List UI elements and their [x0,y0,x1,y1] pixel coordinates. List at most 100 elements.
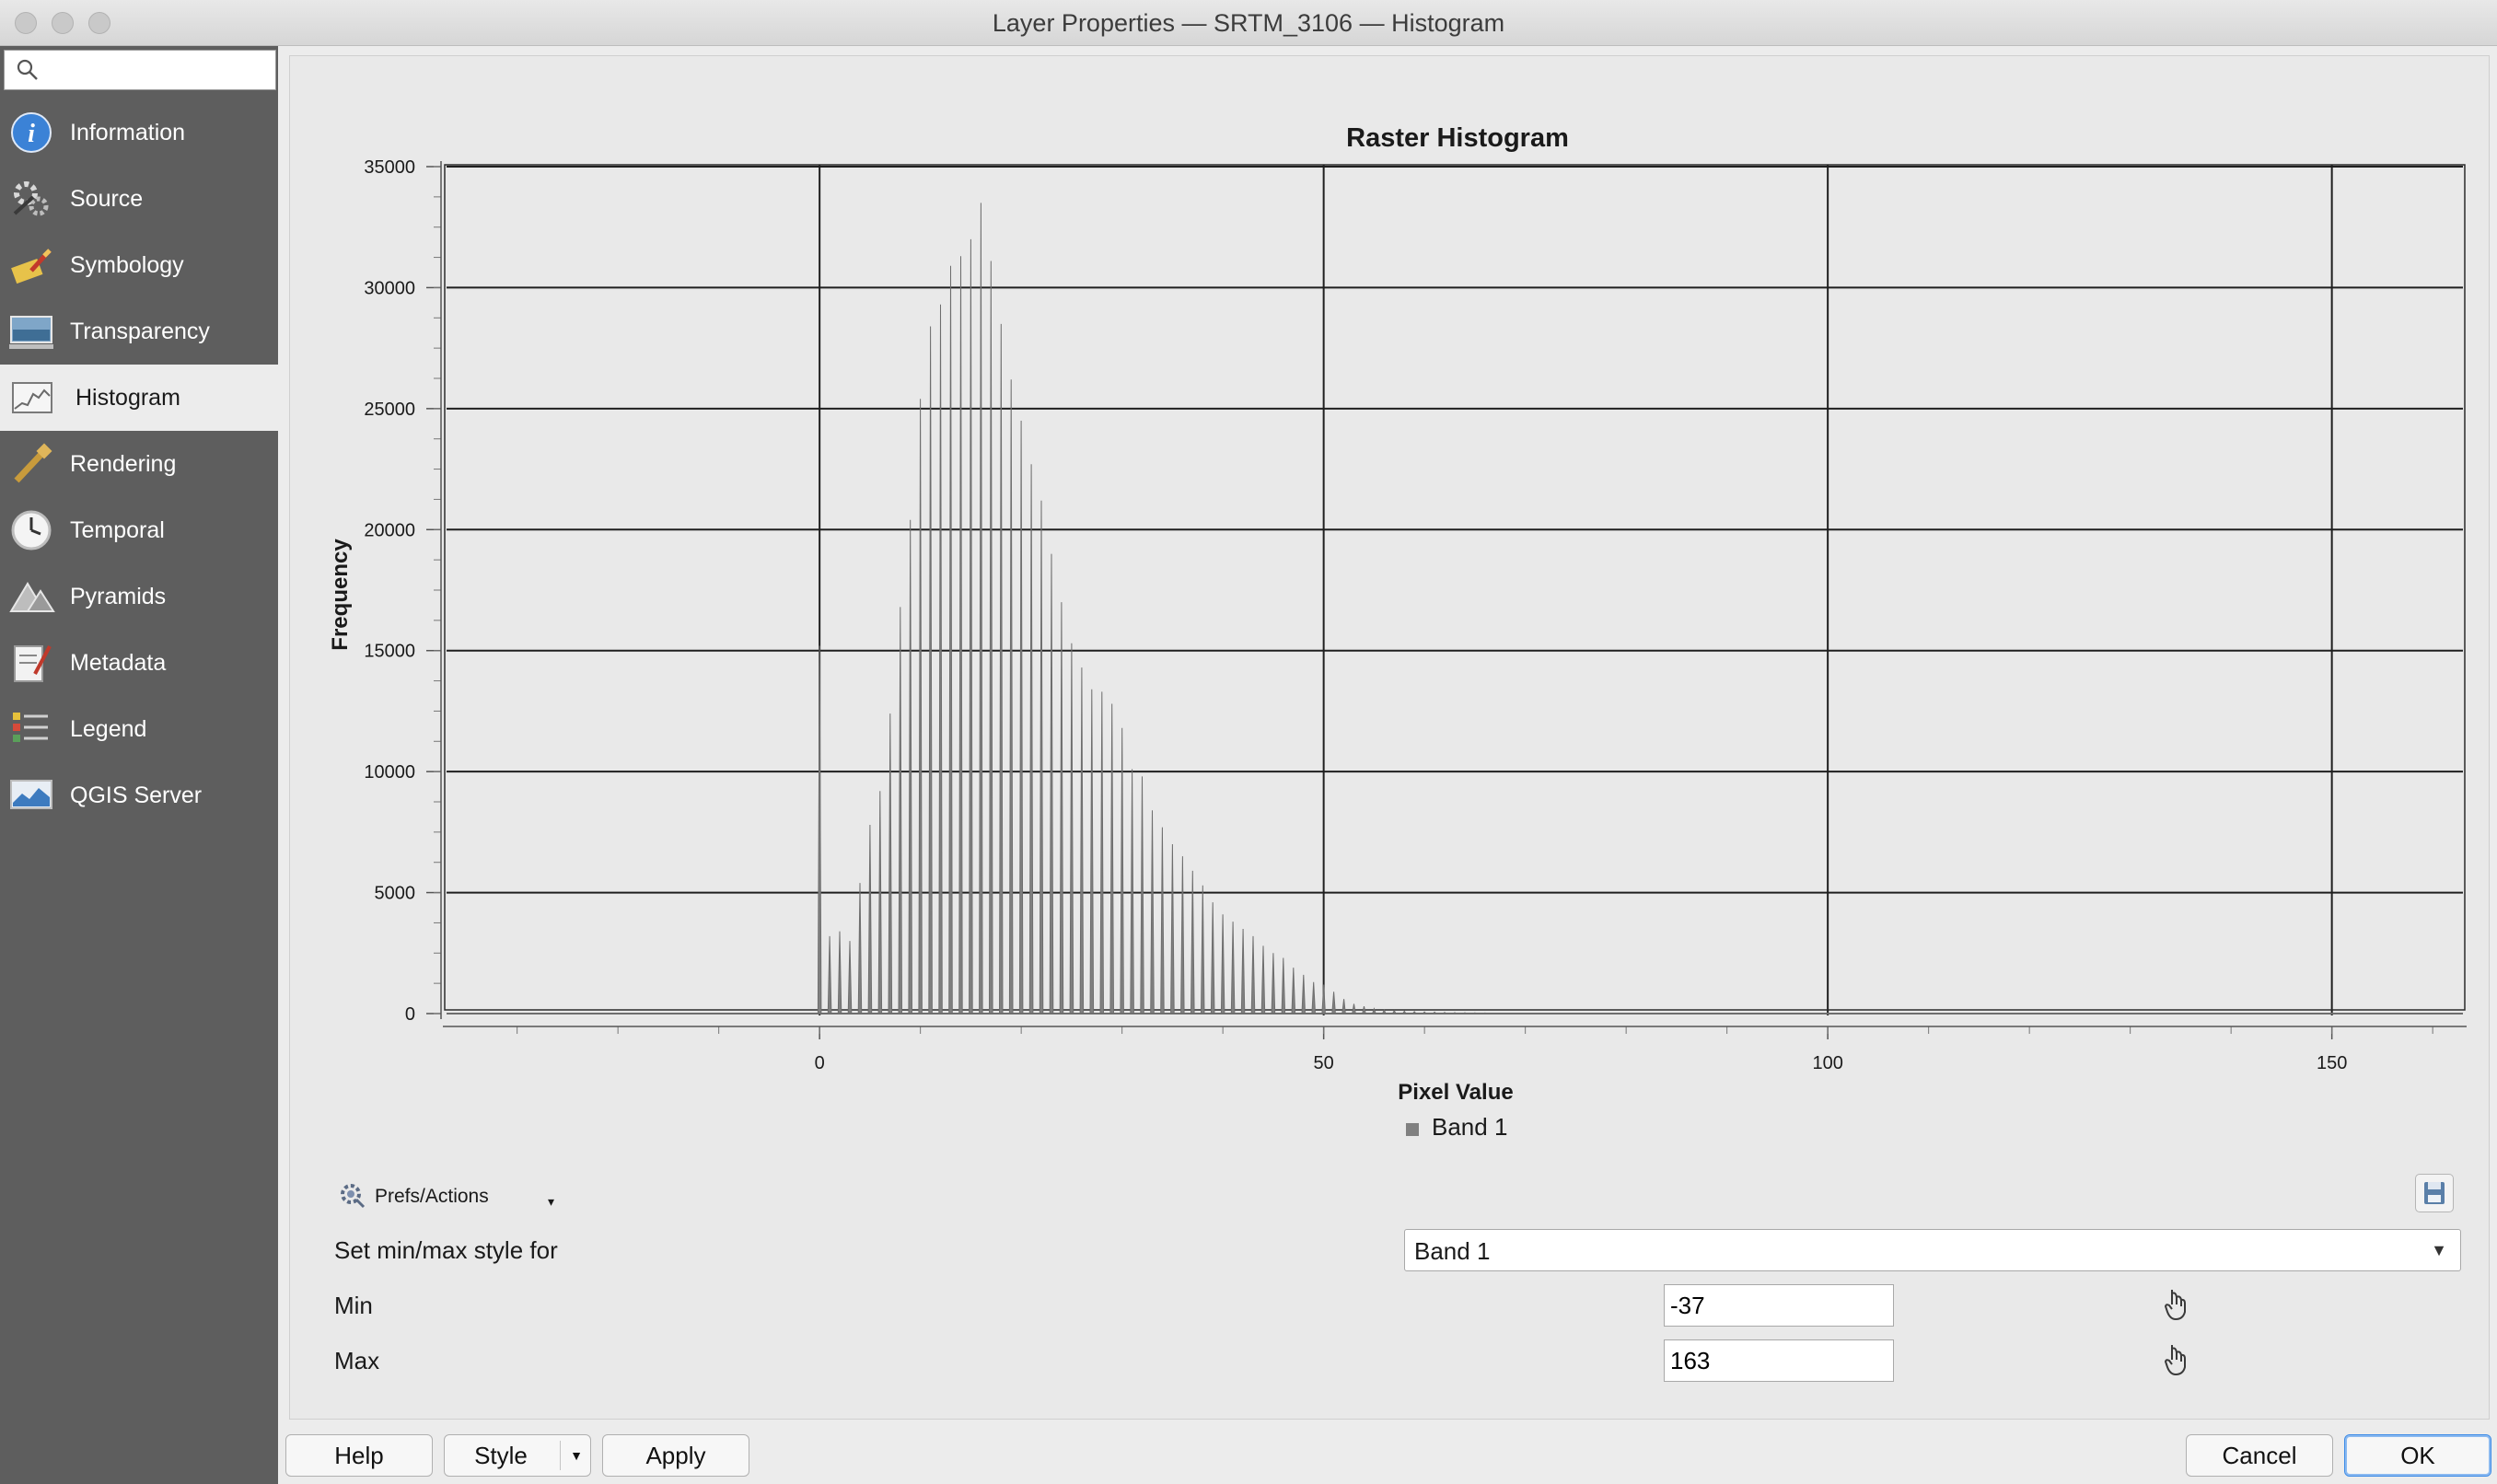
histogram-bar [1230,922,1236,1014]
sidebar-item-legend[interactable]: Legend [0,696,278,762]
sidebar-item-information[interactable]: i Information [0,99,278,166]
sidebar-item-histogram[interactable]: Histogram [0,365,278,431]
histogram-bar [1271,953,1276,1014]
sidebar-item-pyramids[interactable]: Pyramids [0,563,278,630]
legend-entry-band-1: Band 1 [1432,1113,1507,1141]
ok-button[interactable]: OK [2344,1434,2491,1477]
histogram-bar [1140,776,1144,1014]
histogram-bar [867,824,873,1014]
zoom-window-button[interactable] [88,12,110,34]
y-tick-label: 25000 [364,400,415,420]
histogram-bar [888,713,893,1014]
min-label: Min [334,1292,373,1319]
rendering-icon [14,443,52,483]
histogram-bar [1160,827,1165,1014]
cancel-button[interactable]: Cancel [2186,1434,2333,1477]
minimize-window-button[interactable] [52,12,74,34]
chart-title: Raster Histogram [1346,123,1569,153]
histogram-bar [1321,984,1326,1014]
info-icon: i [11,112,52,153]
help-button[interactable]: Help [285,1434,433,1477]
band-select-value: Band 1 [1414,1237,1491,1265]
histogram-bar [1210,902,1215,1014]
x-tick-label: 50 [1314,1053,1334,1073]
histogram-bar [847,941,853,1014]
histogram-bar [1059,602,1064,1014]
histogram-bar [938,304,943,1014]
y-tick-label: 35000 [364,157,415,178]
histogram-bar [1039,500,1044,1014]
histogram-bar [1180,856,1185,1014]
y-tick-label: 10000 [364,762,415,783]
x-tick-label: 100 [1812,1053,1842,1073]
y-tick-label: 0 [405,1004,415,1025]
histogram-icon [12,382,52,413]
histogram-bar [1089,689,1095,1014]
sidebar-item-symbology[interactable]: Symbology [0,232,278,298]
x-tick-label: 0 [815,1053,825,1073]
histogram-bar [827,935,832,1014]
sidebar-item-label: QGIS Server [70,783,203,808]
search-field[interactable] [4,50,276,90]
svg-text:i: i [28,120,35,148]
sidebar-item-qgis-server[interactable]: QGIS Server [0,762,278,829]
histogram-bar [969,238,973,1014]
sidebar-item-label: Source [70,186,144,212]
y-axis-label: Frequency [328,539,353,651]
sidebar-item-source[interactable]: Source [0,166,278,232]
max-value-field[interactable] [1664,1339,1894,1382]
prefs-actions-label: Prefs/Actions [375,1186,489,1207]
prefs-gear-icon [341,1184,366,1209]
histogram-bar [988,261,993,1014]
sidebar-item-metadata[interactable]: Metadata [0,630,278,696]
sidebar-item-label: Pyramids [70,584,167,609]
close-window-button[interactable] [15,12,37,34]
search-input[interactable] [43,54,270,86]
pick-max-hand-icon[interactable] [2161,1341,2192,1376]
histogram-bar [1049,553,1054,1014]
qgis-server-icon [10,780,52,809]
sidebar-item-label: Legend [70,716,147,742]
min-value-field[interactable] [1664,1284,1894,1327]
chevron-down-icon: ▼ [2431,1241,2447,1259]
y-tick-label: 30000 [364,278,415,298]
metadata-icon [14,645,52,682]
y-tick-label: 5000 [375,884,416,904]
transparency-icon [9,316,53,349]
histogram-bar [1109,703,1115,1014]
x-axis-label: Pixel Value [1398,1080,1513,1105]
sidebar-item-transparency[interactable]: Transparency [0,298,278,365]
histogram-bar [1240,928,1246,1014]
histogram-bar [1281,957,1286,1014]
source-icon [13,181,49,216]
histogram-bar [1291,968,1296,1014]
search-icon [17,59,38,80]
chevron-down-icon: ▾ [548,1194,555,1209]
window-title: Layer Properties — SRTM_3106 — Histogram [992,9,1505,37]
histogram-bar [1170,843,1175,1014]
sidebar-item-label: Transparency [70,319,210,344]
style-button-label: Style [474,1442,528,1469]
histogram-bar [948,265,953,1014]
histogram-bar [837,931,842,1014]
y-tick-label: 20000 [364,520,415,540]
temporal-icon [11,510,52,551]
sidebar-item-rendering[interactable]: Rendering [0,431,278,497]
histogram-bar [1301,974,1307,1014]
chevron-down-icon[interactable]: ▼ [570,1448,583,1463]
band-select[interactable]: Band 1 ▼ [1404,1229,2461,1271]
histogram-bar [1311,981,1317,1014]
save-histogram-button[interactable] [2415,1174,2454,1212]
pick-min-hand-icon[interactable] [2161,1286,2192,1321]
pyramids-icon [9,582,55,612]
apply-button[interactable]: Apply [602,1434,749,1477]
plot-frame [444,164,2466,1011]
y-tick-label: 15000 [364,642,415,662]
sidebar-item-label: Information [70,120,186,145]
histogram-bar [979,203,983,1014]
sidebar-item-temporal[interactable]: Temporal [0,497,278,563]
legend-swatch [1406,1123,1419,1136]
raster-histogram-chart: Raster Histogram 0 5000 10000 15000 20000 250… [328,123,2467,1141]
style-button[interactable]: Style ▼ [444,1434,591,1477]
